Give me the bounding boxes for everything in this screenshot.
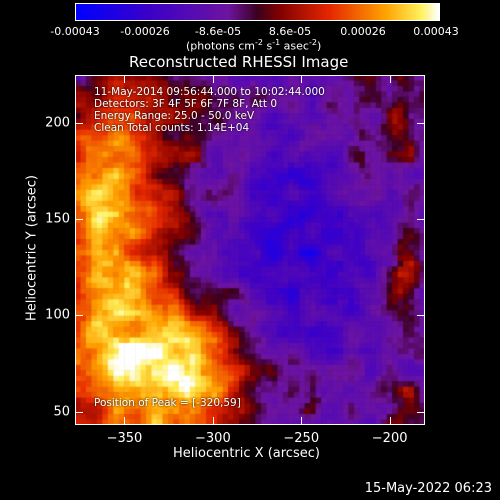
y-tick-mark: [75, 315, 83, 317]
footer-timestamp: 15-May-2022 06:23: [364, 481, 492, 496]
x-tick-label: −250: [283, 431, 320, 446]
y-tick-mark: [75, 123, 83, 125]
x-tick-mark-top: [301, 75, 303, 83]
y-tick-label: 100: [45, 307, 70, 323]
colorbar-unit-label: (photons cm-2 s-1 asec-2): [186, 38, 322, 53]
y-axis-label: Heliocentric Y (arcsec): [24, 175, 40, 321]
time-range-annotation: 11-May-2014 09:56:44.000 to 10:02:44.000: [94, 86, 325, 98]
x-tick-mark-top: [389, 75, 391, 83]
x-tick-mark: [301, 417, 303, 425]
y-tick-mark-right: [417, 315, 425, 317]
colorbar: [75, 3, 440, 21]
colorbar-tick-label: 0.00043: [413, 25, 459, 38]
colorbar-tick-label: 0.00026: [340, 25, 386, 38]
y-tick-mark-right: [417, 123, 425, 125]
y-tick-mark: [75, 411, 83, 413]
y-tick-mark: [75, 219, 83, 221]
x-tick-mark-top: [124, 75, 126, 83]
x-tick-label: −200: [371, 431, 408, 446]
colorbar-tick-label: 8.6e-05: [268, 25, 312, 38]
y-tick-mark-right: [417, 411, 425, 413]
chart-title: Reconstructed RHESSI Image: [129, 53, 349, 71]
y-tick-mark-right: [417, 219, 425, 221]
clean-counts-annotation: Clean Total counts: 1.14E+04: [94, 122, 250, 134]
x-tick-mark: [124, 417, 126, 425]
heatmap-image: [75, 75, 425, 425]
y-tick-label: 200: [45, 115, 70, 131]
x-tick-mark: [389, 417, 391, 425]
colorbar-tick-label: -8.6e-05: [194, 25, 242, 38]
x-tick-mark-top: [212, 75, 214, 83]
y-tick-label: 150: [45, 211, 70, 227]
plot-area: [75, 75, 425, 425]
x-axis-label: Heliocentric X (arcsec): [173, 446, 320, 461]
x-tick-label: −300: [195, 431, 231, 446]
energy-range-annotation: Energy Range: 25.0 - 50.0 keV: [94, 110, 255, 122]
colorbar-tick-label: -0.00043: [50, 25, 100, 38]
peak-position-annotation: Position of Peak = [-320,59]: [94, 397, 241, 409]
x-tick-mark: [212, 417, 214, 425]
y-tick-label: 50: [53, 404, 70, 420]
colorbar-tick-label: -0.00026: [120, 25, 170, 38]
x-tick-label: −350: [106, 431, 143, 446]
detectors-annotation: Detectors: 3F 4F 5F 6F 7F 8F, Att 0: [94, 98, 278, 110]
